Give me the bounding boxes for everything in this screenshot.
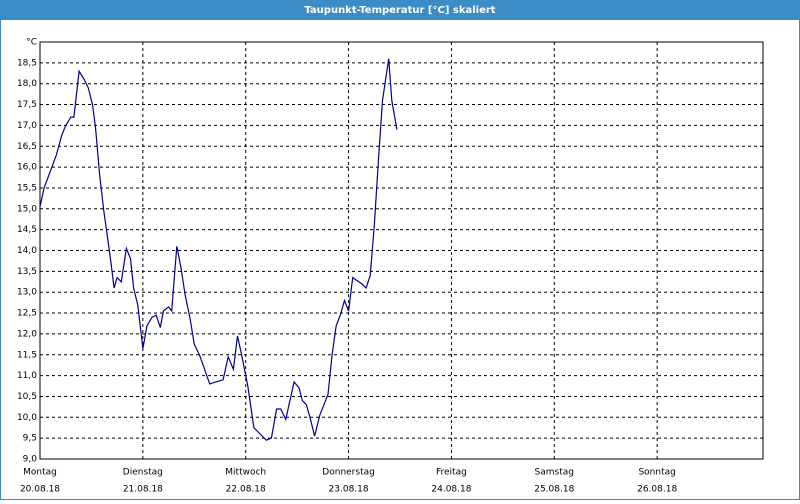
x-tick-label: Montag	[23, 468, 57, 478]
title-bar	[0, 0, 800, 20]
x-tick-date: 23.08.18	[329, 485, 369, 495]
y-tick-label: 11,0	[17, 371, 37, 381]
y-tick-label: 9,5	[23, 434, 37, 444]
y-tick-label: 12,5	[17, 309, 37, 319]
chart-title: Taupunkt-Temperatur [°C] skaliert	[304, 5, 495, 16]
x-tick-label: Freitag	[436, 468, 467, 478]
x-tick-date: 25.08.18	[534, 485, 574, 495]
x-tick-date: 24.08.18	[431, 485, 471, 495]
y-tick-label: 13,0	[17, 288, 37, 298]
y-tick-label: 9,0	[23, 455, 38, 465]
y-tick-label: 16,5	[17, 142, 37, 152]
y-tick-label: 17,5	[17, 100, 37, 110]
y-tick-label: 14,5	[17, 225, 37, 235]
y-tick-label: 12,0	[17, 329, 37, 339]
y-tick-label: °C	[26, 38, 37, 48]
x-tick-date: 26.08.18	[637, 485, 677, 495]
x-tick-label: Sonntag	[638, 468, 675, 478]
y-tick-label: 18,5	[17, 58, 37, 68]
y-tick-label: 10,5	[17, 392, 37, 402]
data-line	[39, 58, 398, 441]
y-tick-label: 18,0	[17, 79, 37, 89]
y-tick-label: 17,0	[17, 121, 37, 131]
y-tick-label: 15,5	[17, 183, 37, 193]
y-tick-label: 14,0	[17, 246, 37, 256]
x-tick-date: 22.08.18	[226, 485, 266, 495]
y-tick-label: 15,0	[17, 204, 37, 214]
y-tick-label: 16,0	[17, 163, 37, 173]
y-tick-label: 10,0	[17, 413, 37, 423]
x-tick-label: Samstag	[535, 468, 574, 478]
y-tick-label: 11,5	[17, 350, 37, 360]
y-tick-label: 13,5	[17, 267, 37, 277]
x-tick-date: 21.08.18	[123, 485, 163, 495]
x-tick-label: Mittwoch	[225, 468, 266, 478]
x-tick-label: Donnerstag	[322, 468, 375, 478]
x-tick-label: Dienstag	[123, 468, 163, 478]
x-tick-date: 20.08.18	[20, 485, 60, 495]
